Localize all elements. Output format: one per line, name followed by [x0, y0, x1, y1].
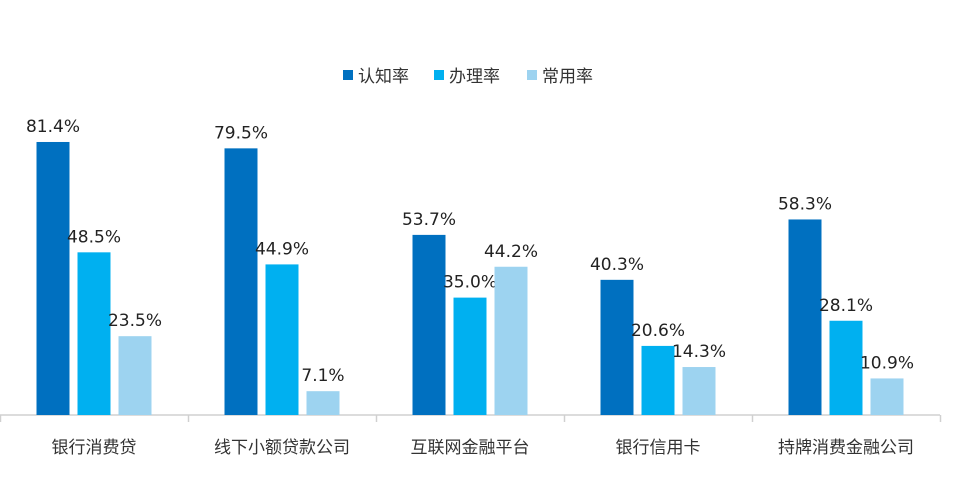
data-label: 58.3% — [778, 194, 832, 214]
data-label: 44.9% — [255, 239, 309, 259]
bar-3 — [306, 391, 340, 415]
legend-label: 认知率 — [358, 67, 409, 87]
data-label: 53.7% — [402, 210, 456, 230]
data-label: 48.5% — [67, 227, 121, 247]
data-label: 44.2% — [484, 242, 538, 262]
data-label: 81.4% — [26, 117, 80, 137]
bar-2 — [829, 320, 863, 415]
bar-2 — [641, 345, 675, 415]
bar-1 — [224, 148, 258, 415]
bar-2 — [265, 264, 299, 415]
bar-1 — [412, 234, 446, 415]
data-label: 40.3% — [590, 255, 644, 275]
bar-3 — [118, 336, 152, 415]
bar-1 — [36, 141, 70, 415]
data-label: 23.5% — [108, 311, 162, 331]
legend-label: 常用率 — [542, 67, 593, 87]
bar-3 — [870, 378, 904, 415]
data-label: 7.1% — [301, 366, 344, 386]
legend-label: 办理率 — [449, 67, 500, 87]
data-label: 20.6% — [631, 321, 685, 341]
data-label: 79.5% — [214, 123, 268, 143]
legend-swatch — [434, 70, 444, 80]
category-label: 持牌消费金融公司 — [778, 438, 914, 458]
bar-1 — [600, 279, 634, 415]
legend-swatch — [527, 70, 537, 80]
data-label: 28.1% — [819, 296, 873, 316]
bar-1 — [788, 219, 822, 415]
data-label: 10.9% — [860, 353, 914, 373]
data-label: 14.3% — [672, 342, 726, 362]
category-label: 银行消费贷 — [52, 438, 137, 458]
category-label: 银行信用卡 — [616, 438, 701, 458]
category-label: 线下小额贷款公司 — [214, 438, 350, 458]
bar-2 — [453, 297, 487, 415]
bar-2 — [77, 252, 111, 415]
category-label: 互联网金融平台 — [411, 438, 530, 458]
legend-swatch — [343, 70, 353, 80]
bar-3 — [494, 266, 528, 415]
data-label: 35.0% — [443, 273, 497, 293]
bar-3 — [682, 367, 716, 415]
